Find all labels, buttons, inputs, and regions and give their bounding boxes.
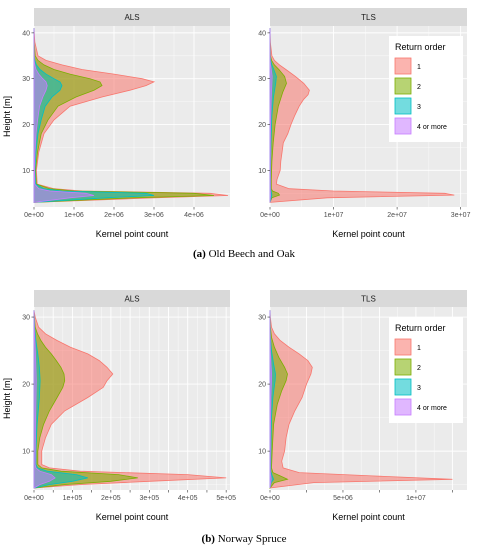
legend-label: 4 or more — [417, 405, 447, 412]
x-tick-label: 4e+06 — [184, 212, 204, 219]
x-tick-label: 2e+07 — [387, 212, 407, 219]
x-tick-label: 0e+00 — [24, 495, 44, 502]
y-tick-label: 20 — [22, 122, 30, 129]
y-tick-label: 20 — [258, 122, 266, 129]
x-tick-label: 2e+06 — [104, 212, 124, 219]
legend: Return order 1 2 3 4 or more — [389, 317, 463, 423]
area-series-1 — [269, 310, 453, 489]
legend-label: 2 — [417, 84, 421, 91]
caption-b: (b) Norway Spruce — [0, 533, 488, 545]
y-tick-label: 20 — [22, 382, 30, 389]
y-tick-label: 30 — [258, 76, 266, 83]
y-tick-label: 10 — [258, 449, 266, 456]
x-tick-label: 1e+07 — [406, 495, 426, 502]
y-tick-label: 30 — [258, 315, 266, 322]
x-axis-label: Kernel point count — [332, 229, 405, 239]
legend: Return order 1 2 3 4 or more — [389, 36, 463, 142]
y-tick-label: 10 — [22, 168, 30, 175]
x-tick-label: 3e+06 — [144, 212, 164, 219]
legend-title: Return order — [395, 42, 446, 52]
x-axis-label: Kernel point count — [96, 229, 169, 239]
legend-swatch-1 — [394, 57, 412, 75]
area-series-4 — [269, 310, 273, 489]
legend-label: 1 — [417, 64, 421, 71]
y-tick-label: 10 — [22, 449, 30, 456]
y-tick-label: 40 — [258, 30, 266, 37]
caption-a-text: Old Beech and Oak — [208, 248, 296, 260]
legend-swatch-4 — [394, 117, 412, 135]
x-tick-label: 0e+00 — [260, 495, 280, 502]
area-series-3 — [33, 310, 88, 489]
caption-b-label: (b) — [201, 533, 215, 545]
y-tick-label: 30 — [22, 315, 30, 322]
facet-strip — [34, 8, 230, 26]
facet-strip-label: ALS — [124, 13, 139, 22]
chart-panel-3: ALS 10 20 30 0e+00 1e+05 2e+05 3e+05 4e+05 5e+05 K… — [2, 290, 236, 522]
legend-label: 3 — [417, 104, 421, 111]
area-series-2 — [269, 310, 289, 490]
legend-label: 4 or more — [417, 124, 447, 131]
facet-strip-label: ALS — [124, 295, 139, 304]
facet-strip-label: TLS — [361, 295, 376, 304]
y-tick-label: 10 — [258, 168, 266, 175]
y-tick-label: 30 — [22, 76, 30, 83]
legend-swatch-2 — [394, 358, 412, 376]
x-tick-label: 1e+06 — [64, 212, 84, 219]
area-series-4 — [269, 28, 273, 203]
x-tick-label: 3e+05 — [139, 495, 159, 502]
y-axis-label: Height [m] — [2, 378, 12, 419]
plot-panel — [34, 26, 230, 207]
area-series-1 — [33, 310, 227, 489]
caption-b-text: Norway Spruce — [217, 533, 287, 545]
legend-swatch-4 — [394, 398, 412, 416]
x-axis-label: Kernel point count — [332, 512, 405, 522]
facet-strip — [270, 8, 467, 26]
caption-a-label: (a) — [192, 248, 206, 260]
x-tick-label: 5e+05 — [216, 495, 236, 502]
legend-label: 2 — [417, 365, 421, 372]
chart-panel-4: TLS 10 20 30 0e+00 5e+06 1e+07 Kernel point cou… — [258, 290, 467, 522]
x-tick-label: 0e+00 — [260, 212, 280, 219]
area-series-3 — [33, 28, 155, 203]
x-tick-label: 2e+05 — [101, 495, 121, 502]
chart-panel-1: ALS 10 20 30 40 0e+00 1e+06 2e+06 3e+06 4e+06 Kern… — [2, 8, 230, 239]
legend-swatch-3 — [394, 378, 412, 396]
facet-strip — [34, 290, 230, 307]
chart-panel-2: TLS 10 20 30 40 0e+00 1e+07 2e+07 3e+07 Kernel po… — [258, 8, 471, 239]
caption-a: (a) Old Beech and Oak — [0, 248, 488, 260]
y-axis-label: Height [m] — [2, 96, 12, 137]
facet-strip — [270, 290, 467, 307]
area-series-4 — [33, 310, 56, 489]
facet-strip-label: TLS — [361, 13, 376, 22]
x-axis-label: Kernel point count — [96, 512, 169, 522]
x-tick-label: 1e+05 — [63, 495, 83, 502]
x-tick-label: 5e+06 — [333, 495, 353, 502]
legend-swatch-1 — [394, 338, 412, 356]
legend-label: 3 — [417, 385, 421, 392]
y-tick-label: 20 — [258, 382, 266, 389]
area-series-1 — [269, 28, 455, 203]
x-tick-label: 4e+05 — [178, 495, 198, 502]
x-tick-label: 0e+00 — [24, 212, 44, 219]
legend-title: Return order — [395, 323, 446, 333]
x-tick-label: 1e+07 — [324, 212, 344, 219]
legend-swatch-2 — [394, 77, 412, 95]
legend-label: 1 — [417, 345, 421, 352]
y-tick-label: 40 — [22, 30, 30, 37]
legend-swatch-3 — [394, 97, 412, 115]
area-series-4 — [33, 28, 95, 203]
x-tick-label: 3e+07 — [451, 212, 471, 219]
